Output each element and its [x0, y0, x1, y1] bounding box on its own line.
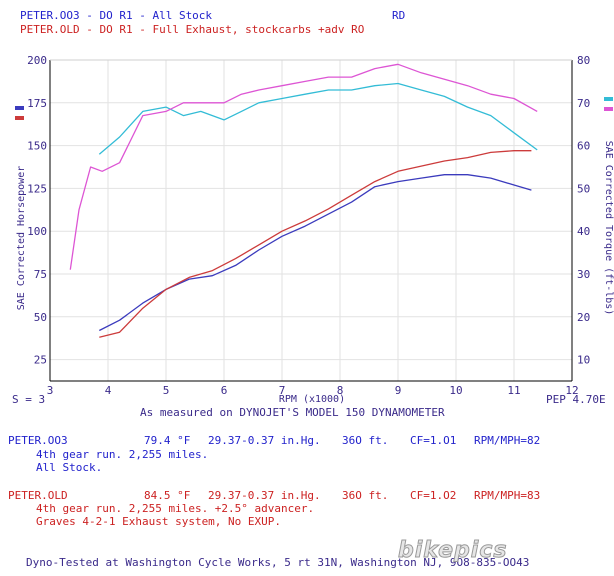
y-left-tick-label: 200 [27, 54, 47, 67]
run1-ratio: RPM/MPH=82 [474, 434, 541, 447]
y-right-tick-label: 70 [577, 97, 590, 110]
series-line-horsepower-run1 [99, 174, 532, 332]
x-tick-label: 7 [279, 384, 286, 397]
x-tick-label: 4 [105, 384, 112, 397]
x-axis-label: RPM (x1000) [279, 394, 345, 405]
series-line-torque-run2 [69, 63, 538, 270]
x-tick-label: 6 [221, 384, 228, 397]
dyno-chart: 3 4 5 6 7 8 9 10 11 12 25 50 75 100 125 150 175 200 10 20 30… [15, 54, 614, 405]
run2-ratio: RPM/MPH=83 [474, 489, 541, 502]
run2-note1: 4th gear run. 2,255 miles. +2.5° advance… [36, 502, 315, 515]
legend-tq-magenta [604, 107, 613, 111]
chart-grid [50, 60, 572, 381]
y-right-tick-label: 20 [577, 311, 590, 324]
run1-elev: 36O ft. [342, 434, 389, 447]
x-tick-label: 10 [449, 384, 462, 397]
y-left-tick-label: 25 [34, 354, 47, 367]
run2-title: PETER.OLD - DO R1 - Full Exhaust, stockc… [20, 23, 365, 36]
run1-code: RD [392, 9, 406, 22]
run2-name: PETER.OLD [8, 489, 68, 502]
software-version: PEP 4.70E [546, 393, 606, 406]
run1-name: PETER.OO3 [8, 434, 68, 447]
chart-axes [49, 59, 573, 382]
y-left-tick-label: 175 [27, 97, 47, 110]
run1-temp: 79.4 °F [144, 434, 191, 447]
y-left-tick-label: 125 [27, 182, 47, 195]
y-axis-label-left: SAE Corrected Horsepower [16, 166, 27, 311]
x-tick-label: 12 [565, 384, 578, 397]
y-right-tick-label: 10 [577, 354, 590, 367]
run2-temp: 84.5 °F [144, 489, 191, 502]
legend-hp-blue [15, 106, 24, 110]
y-axis-label-right: SAE Corrected Torque (ft-lbs) [603, 141, 614, 316]
x-tick-label: 11 [507, 384, 520, 397]
x-tick-label: 9 [395, 384, 402, 397]
legend-tq-cyan [604, 97, 613, 101]
run2-baro: 29.37-0.37 in.Hg. [208, 489, 321, 502]
run2-note2: Graves 4-2-1 Exhaust system, No EXUP. [36, 515, 282, 528]
y-left-tick-label: 50 [34, 311, 47, 324]
run1-baro: 29.37-0.37 in.Hg. [208, 434, 321, 447]
y-right-tick-label: 60 [577, 140, 590, 153]
measured-line: As measured on DYNOJET'S MODEL 150 DYNAM… [140, 406, 445, 419]
smoothing-label: S = 3 [12, 393, 46, 406]
x-tick-label: 8 [337, 384, 344, 397]
y-right-tick-label: 50 [577, 182, 590, 195]
y-left-tick-label: 75 [34, 268, 47, 281]
run1-cf: CF=1.O1 [410, 434, 457, 447]
series-line-horsepower-run2 [99, 150, 532, 338]
run1-note1: 4th gear run. 2,255 miles. [36, 448, 209, 461]
y-left-tick-label: 150 [27, 140, 47, 153]
y-right-tick-label: 40 [577, 225, 590, 238]
y-right-tick-label: 80 [577, 54, 590, 67]
y-left-tick-label: 100 [27, 225, 47, 238]
y-right-tick-label: 30 [577, 268, 590, 281]
run2-elev: 36O ft. [342, 489, 389, 502]
watermark-logo: bikepics [397, 538, 508, 564]
dyno-shop-line: Dyno-Tested at Washington Cycle Works, 5… [26, 556, 530, 569]
run1-title: PETER.OO3 - DO R1 - All Stock [20, 9, 213, 22]
run2-cf: CF=1.O2 [410, 489, 457, 502]
legend-hp-red [15, 116, 24, 120]
chart-ticks: 3 4 5 6 7 8 9 10 11 12 25 50 75 100 125 150 175 200 10 20 30… [27, 54, 590, 397]
chart-lines [69, 63, 538, 338]
run1-note2: All Stock. [36, 461, 103, 474]
x-tick-label: 3 [47, 384, 54, 397]
x-tick-label: 5 [163, 384, 170, 397]
series-line-torque-run1 [98, 82, 538, 155]
